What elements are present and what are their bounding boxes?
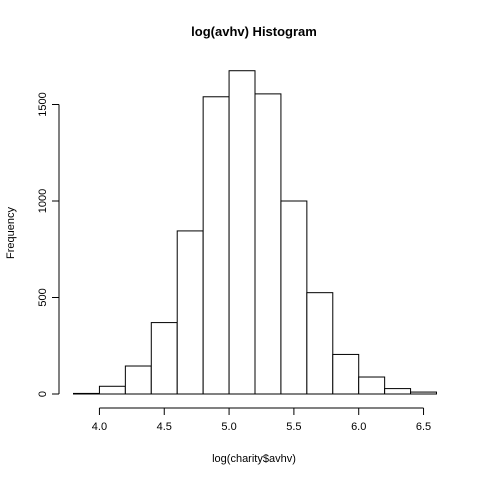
x-tick-label-2: 5.0 — [221, 421, 236, 433]
x-tick-label-0: 4.0 — [92, 421, 107, 433]
histogram-bar-12 — [384, 388, 412, 395]
histogram-bar-6 — [228, 70, 256, 395]
histogram-bar-10 — [332, 353, 360, 395]
histogram-bar-9 — [306, 292, 334, 395]
histogram-bar-5 — [202, 96, 230, 395]
histogram-bar-8 — [280, 200, 308, 395]
histogram-bar-4 — [176, 230, 204, 395]
y-tick-label-2: 1000 — [37, 189, 49, 213]
x-tick-label-1: 4.5 — [157, 421, 172, 433]
histogram-bars — [73, 70, 438, 395]
y-axis-label: Frequency — [5, 207, 17, 259]
histogram-bar-7 — [254, 93, 282, 395]
y-tick-label-0: 0 — [37, 391, 49, 397]
histogram-bar-11 — [358, 376, 386, 395]
x-tick-label-4: 6.0 — [351, 421, 366, 433]
x-tick-label-5: 6.5 — [416, 421, 431, 433]
histogram-bar-1 — [98, 385, 126, 395]
y-tick-label-1: 500 — [37, 288, 49, 306]
y-tick-label-3: 1500 — [37, 92, 49, 116]
x-axis: 4.0 4.5 5.0 5.5 6.0 6.5 — [92, 407, 431, 433]
histogram-bar-0 — [73, 392, 100, 395]
histogram-bar-13 — [410, 391, 438, 395]
chart-title: log(avhv) Histogram — [191, 24, 317, 39]
histogram-bar-2 — [124, 365, 152, 395]
y-axis: 0 500 1000 1500 — [37, 92, 60, 397]
x-tick-label-3: 5.5 — [286, 421, 301, 433]
histogram-bar-3 — [150, 322, 178, 395]
x-axis-label: log(charity$avhv) — [212, 453, 296, 465]
